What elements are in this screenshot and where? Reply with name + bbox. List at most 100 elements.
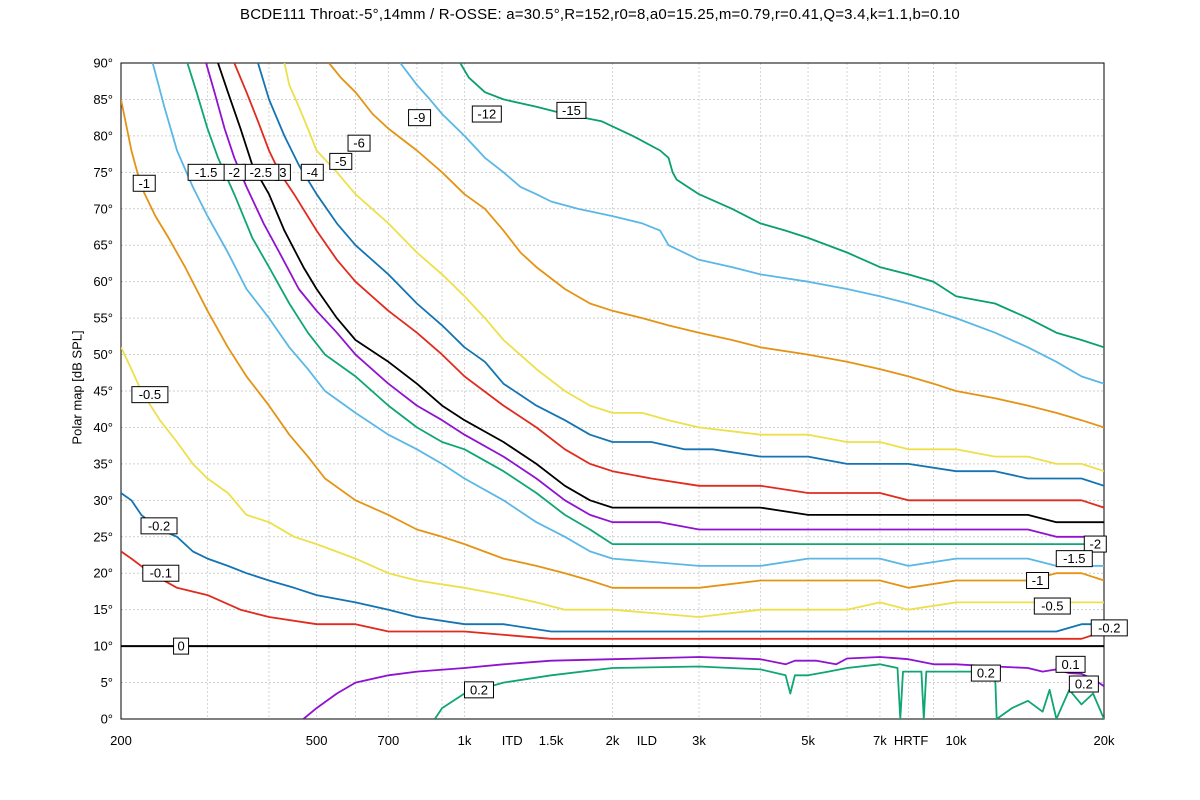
y-tick-label: 85° xyxy=(93,92,113,107)
x-tick-label: ITD xyxy=(502,733,523,748)
y-tick-label: 5° xyxy=(101,675,113,690)
y-tick-label: 10° xyxy=(93,639,113,654)
y-tick-label: 0° xyxy=(101,712,113,727)
y-tick-label: 55° xyxy=(93,311,113,326)
svg-text:-12: -12 xyxy=(477,107,496,122)
contour-label: -2 xyxy=(1083,535,1107,553)
y-tick-label: 50° xyxy=(93,347,113,362)
svg-text:-1: -1 xyxy=(1032,573,1044,588)
x-tick-label: 20k xyxy=(1094,733,1115,748)
contour-label: -1 xyxy=(132,174,156,192)
y-tick-label: 20° xyxy=(93,566,113,581)
x-tick-label: 500 xyxy=(306,733,328,748)
contour-line--1.5 xyxy=(151,63,1104,567)
y-tick-label: 75° xyxy=(93,165,113,180)
contour-label: -1 xyxy=(1026,572,1050,590)
contour-label: 0 xyxy=(173,637,190,655)
y-tick-label: 30° xyxy=(93,493,113,508)
svg-text:-15: -15 xyxy=(562,103,581,118)
contour-label: -0.2 xyxy=(140,517,178,535)
y-tick-label: 65° xyxy=(93,238,113,253)
x-axis-ticks: 200 500 700 1k ITD 1.5k 2k ILD 3k 5k 7k HRTF 10k 20k xyxy=(110,733,1115,748)
svg-text:-0.5: -0.5 xyxy=(1041,599,1063,614)
contour-line--1 xyxy=(121,99,1104,589)
contour-line-0.1 xyxy=(302,656,1104,719)
contour-label: 0.2 xyxy=(1068,675,1099,693)
contour-label: -0.1 xyxy=(142,564,180,582)
svg-text:0: 0 xyxy=(177,639,184,654)
contour-label: 0.2 xyxy=(970,664,1001,682)
contour-label: -12 xyxy=(471,105,502,123)
svg-text:-6: -6 xyxy=(353,136,365,151)
contour-line--2 xyxy=(186,63,1104,545)
contour-line--12 xyxy=(399,63,1104,385)
svg-text:-2: -2 xyxy=(228,165,240,180)
contour-line--6 xyxy=(283,63,1104,473)
contour-label: -1.5 xyxy=(1055,550,1093,568)
x-tick-label: 700 xyxy=(378,733,400,748)
contour-label: -15 xyxy=(556,101,587,119)
x-tick-label: 1.5k xyxy=(539,733,564,748)
svg-text:0.2: 0.2 xyxy=(1075,677,1093,692)
x-tick-label: 2k xyxy=(606,733,620,748)
y-tick-label: 40° xyxy=(93,420,113,435)
series-layer xyxy=(121,63,1104,719)
contour-line-0.2 xyxy=(434,663,1104,719)
contour-line--2.5 xyxy=(205,63,1104,538)
x-tick-label: 3k xyxy=(692,733,706,748)
svg-text:-0.2: -0.2 xyxy=(1098,620,1120,635)
contour-label: -1.5 xyxy=(187,163,225,181)
svg-text:-1.5: -1.5 xyxy=(1063,551,1085,566)
svg-text:-2.5: -2.5 xyxy=(250,165,272,180)
contour-labels: -15 -12 -9 -6 -5 -4 3 -2.5 -2 -1.5 -1 -0.5 -0.2 -0.1 0… xyxy=(131,101,1128,699)
chart-title: BCDE111 Throat:-5°,14mm / R-OSSE: a=30.5… xyxy=(240,6,960,23)
contour-label: -5 xyxy=(329,152,353,170)
x-tick-label: 200 xyxy=(110,733,132,748)
svg-text:-5: -5 xyxy=(335,154,347,169)
x-tick-label: 10k xyxy=(946,733,967,748)
y-tick-label: 35° xyxy=(93,456,113,471)
contour-label: 0.1 xyxy=(1055,655,1086,673)
contour-line--0.1 xyxy=(121,550,1104,640)
x-tick-label: 1k xyxy=(458,733,472,748)
contour-label: -9 xyxy=(408,109,432,127)
contour-label: -0.5 xyxy=(1033,597,1071,615)
y-axis-ticks: 0° 5° 10° 15° 20° 25° 30° 35° 40° 45° 50° 55° 60° 65°… xyxy=(93,56,113,727)
plot-frame xyxy=(120,62,1105,720)
svg-text:0.2: 0.2 xyxy=(977,666,995,681)
contour-line--3 xyxy=(217,63,1104,524)
svg-text:-1: -1 xyxy=(138,176,150,191)
svg-text:-4: -4 xyxy=(306,165,318,180)
y-tick-label: 15° xyxy=(93,602,113,617)
y-tick-label: 45° xyxy=(93,384,113,399)
y-tick-label: 25° xyxy=(93,529,113,544)
contour-line--15 xyxy=(459,63,1104,349)
contour-line--0.2 xyxy=(121,492,1104,633)
svg-text:-9: -9 xyxy=(414,110,426,125)
svg-text:-1.5: -1.5 xyxy=(195,165,217,180)
svg-text:-0.2: -0.2 xyxy=(148,518,170,533)
svg-text:-0.1: -0.1 xyxy=(150,566,172,581)
contour-label: -2 xyxy=(222,163,246,181)
svg-text:-0.5: -0.5 xyxy=(139,387,161,402)
contour-line--0.5 xyxy=(121,346,1104,618)
x-tick-label: 5k xyxy=(801,733,815,748)
contour-label: -4 xyxy=(300,163,324,181)
y-tick-label: 70° xyxy=(93,201,113,216)
svg-text:0.2: 0.2 xyxy=(470,682,488,697)
svg-text:-2: -2 xyxy=(1090,537,1102,552)
y-tick-label: 60° xyxy=(93,274,113,289)
svg-text:0.1: 0.1 xyxy=(1062,657,1080,672)
x-tick-label: ILD xyxy=(637,733,657,748)
contour-label: 0.2 xyxy=(463,681,494,699)
contour-line--9 xyxy=(328,63,1104,429)
y-tick-label: 80° xyxy=(93,128,113,143)
x-tick-label: HRTF xyxy=(894,733,928,748)
y-tick-label: 90° xyxy=(93,56,113,71)
contour-label: -6 xyxy=(347,134,371,152)
contour-label: -0.5 xyxy=(131,386,169,404)
contour-label: -2.5 xyxy=(242,163,280,181)
contour-line--4 xyxy=(233,63,1104,509)
svg-text:3: 3 xyxy=(279,165,286,180)
x-tick-label: 7k xyxy=(873,733,887,748)
